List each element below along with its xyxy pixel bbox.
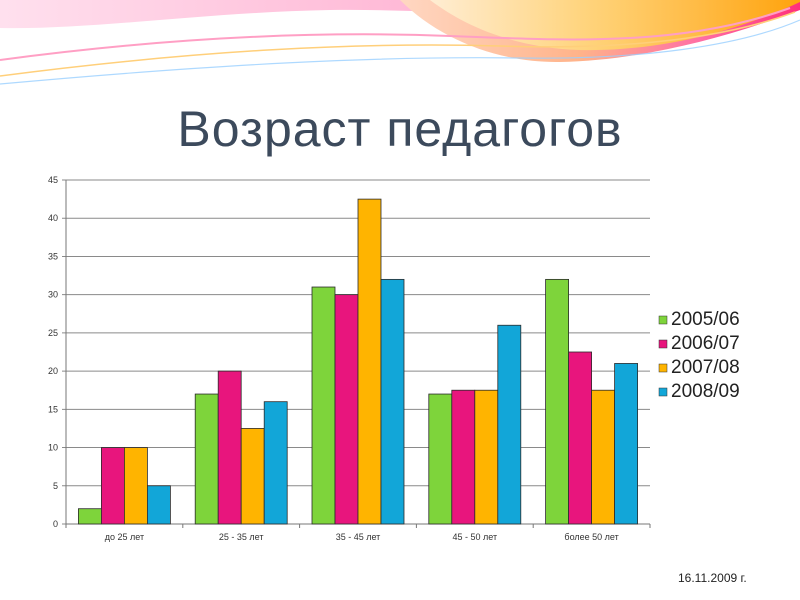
legend-label: 2007/08	[671, 357, 740, 378]
legend-label: 2008/09	[671, 381, 740, 402]
bar	[380, 278, 405, 525]
y-tick-label: 20	[48, 366, 58, 376]
legend-swatch	[658, 363, 668, 373]
legend-label: 2006/07	[671, 333, 740, 354]
legend-label: 2005/06	[671, 309, 740, 330]
y-tick-label: 30	[48, 290, 58, 300]
y-tick-label: 45	[48, 175, 58, 185]
legend-swatch	[658, 315, 668, 325]
bar	[124, 447, 148, 525]
bar	[497, 324, 522, 525]
bar	[614, 363, 638, 525]
chart-bars	[78, 198, 638, 525]
bar	[101, 447, 125, 525]
y-tick-label: 10	[48, 443, 58, 453]
x-tick-label: 25 - 35 лет	[219, 532, 264, 542]
bar	[428, 393, 453, 525]
x-tick-label: 45 - 50 лет	[452, 532, 497, 542]
bar	[357, 198, 382, 525]
bar	[311, 286, 336, 525]
bar	[568, 351, 592, 525]
y-tick-label: 40	[48, 213, 58, 223]
x-tick-label: 35 - 45 лет	[336, 532, 381, 542]
slide-title: Возраст педагогов	[177, 101, 623, 157]
y-tick-label: 0	[53, 519, 58, 529]
bar	[474, 389, 499, 525]
legend-swatch	[658, 387, 668, 397]
y-tick-label: 5	[53, 481, 58, 491]
bar	[545, 278, 569, 525]
bar	[194, 393, 219, 525]
y-tick-label: 25	[48, 328, 58, 338]
bar	[591, 389, 615, 525]
bar	[146, 485, 171, 525]
bar	[334, 294, 359, 525]
y-axis-ticks: 0 5 10 15 20 25 30 35 40 45	[48, 175, 58, 529]
y-tick-label: 35	[48, 251, 58, 261]
bar	[240, 428, 265, 525]
bar	[451, 389, 476, 525]
bar	[263, 401, 288, 525]
x-tick-label: до 25 лет	[105, 532, 144, 542]
chart-legend: 2005/06 2006/07 2007/08 2008/09	[658, 309, 740, 402]
y-tick-label: 15	[48, 404, 58, 414]
bar	[217, 370, 242, 525]
x-axis-labels: до 25 лет 25 - 35 лет 35 - 45 лет 45 - 50 л…	[105, 532, 619, 542]
bar	[78, 508, 102, 525]
slide-date: 16.11.2009 г.	[678, 571, 747, 585]
legend-swatch	[658, 339, 668, 349]
x-tick-label: более 50 лет	[564, 532, 618, 542]
header-swoosh-decoration	[0, 0, 800, 85]
